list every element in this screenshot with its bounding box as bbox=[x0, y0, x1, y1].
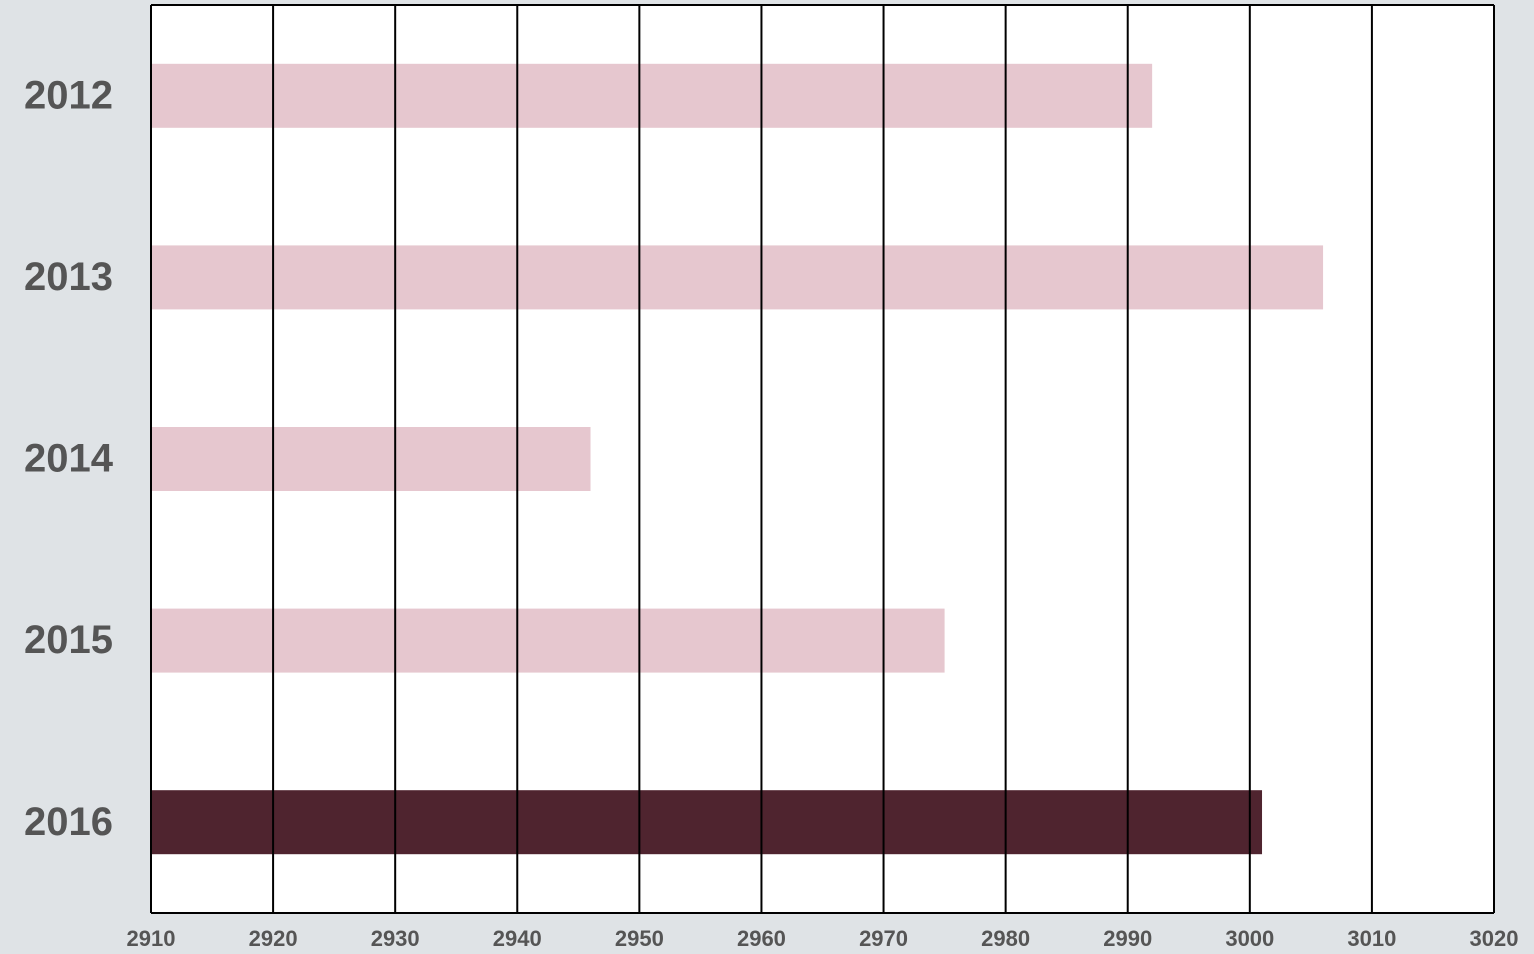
x-tick-label: 2920 bbox=[249, 926, 298, 951]
bar bbox=[151, 790, 1263, 855]
x-tick-label: 2970 bbox=[859, 926, 908, 951]
x-tick-label: 2980 bbox=[981, 926, 1030, 951]
x-tick-label: 2930 bbox=[371, 926, 420, 951]
x-tick-label: 3010 bbox=[1347, 926, 1396, 951]
y-tick-label: 2014 bbox=[24, 437, 114, 481]
y-tick-label: 2013 bbox=[24, 255, 113, 299]
x-tick-label: 2960 bbox=[737, 926, 786, 951]
bar bbox=[151, 63, 1153, 128]
x-tick-label: 3000 bbox=[1225, 926, 1274, 951]
x-tick-label: 2910 bbox=[127, 926, 176, 951]
x-tick-label: 3020 bbox=[1470, 926, 1519, 951]
y-tick-label: 2012 bbox=[24, 73, 113, 117]
bar bbox=[151, 245, 1324, 310]
bar bbox=[151, 427, 591, 491]
x-tick-label: 2990 bbox=[1103, 926, 1152, 951]
bar bbox=[151, 608, 945, 673]
y-tick-label: 2015 bbox=[24, 618, 113, 662]
x-tick-label: 2940 bbox=[493, 926, 542, 951]
y-tick-label: 2016 bbox=[24, 800, 113, 844]
x-tick-label: 2950 bbox=[615, 926, 664, 951]
